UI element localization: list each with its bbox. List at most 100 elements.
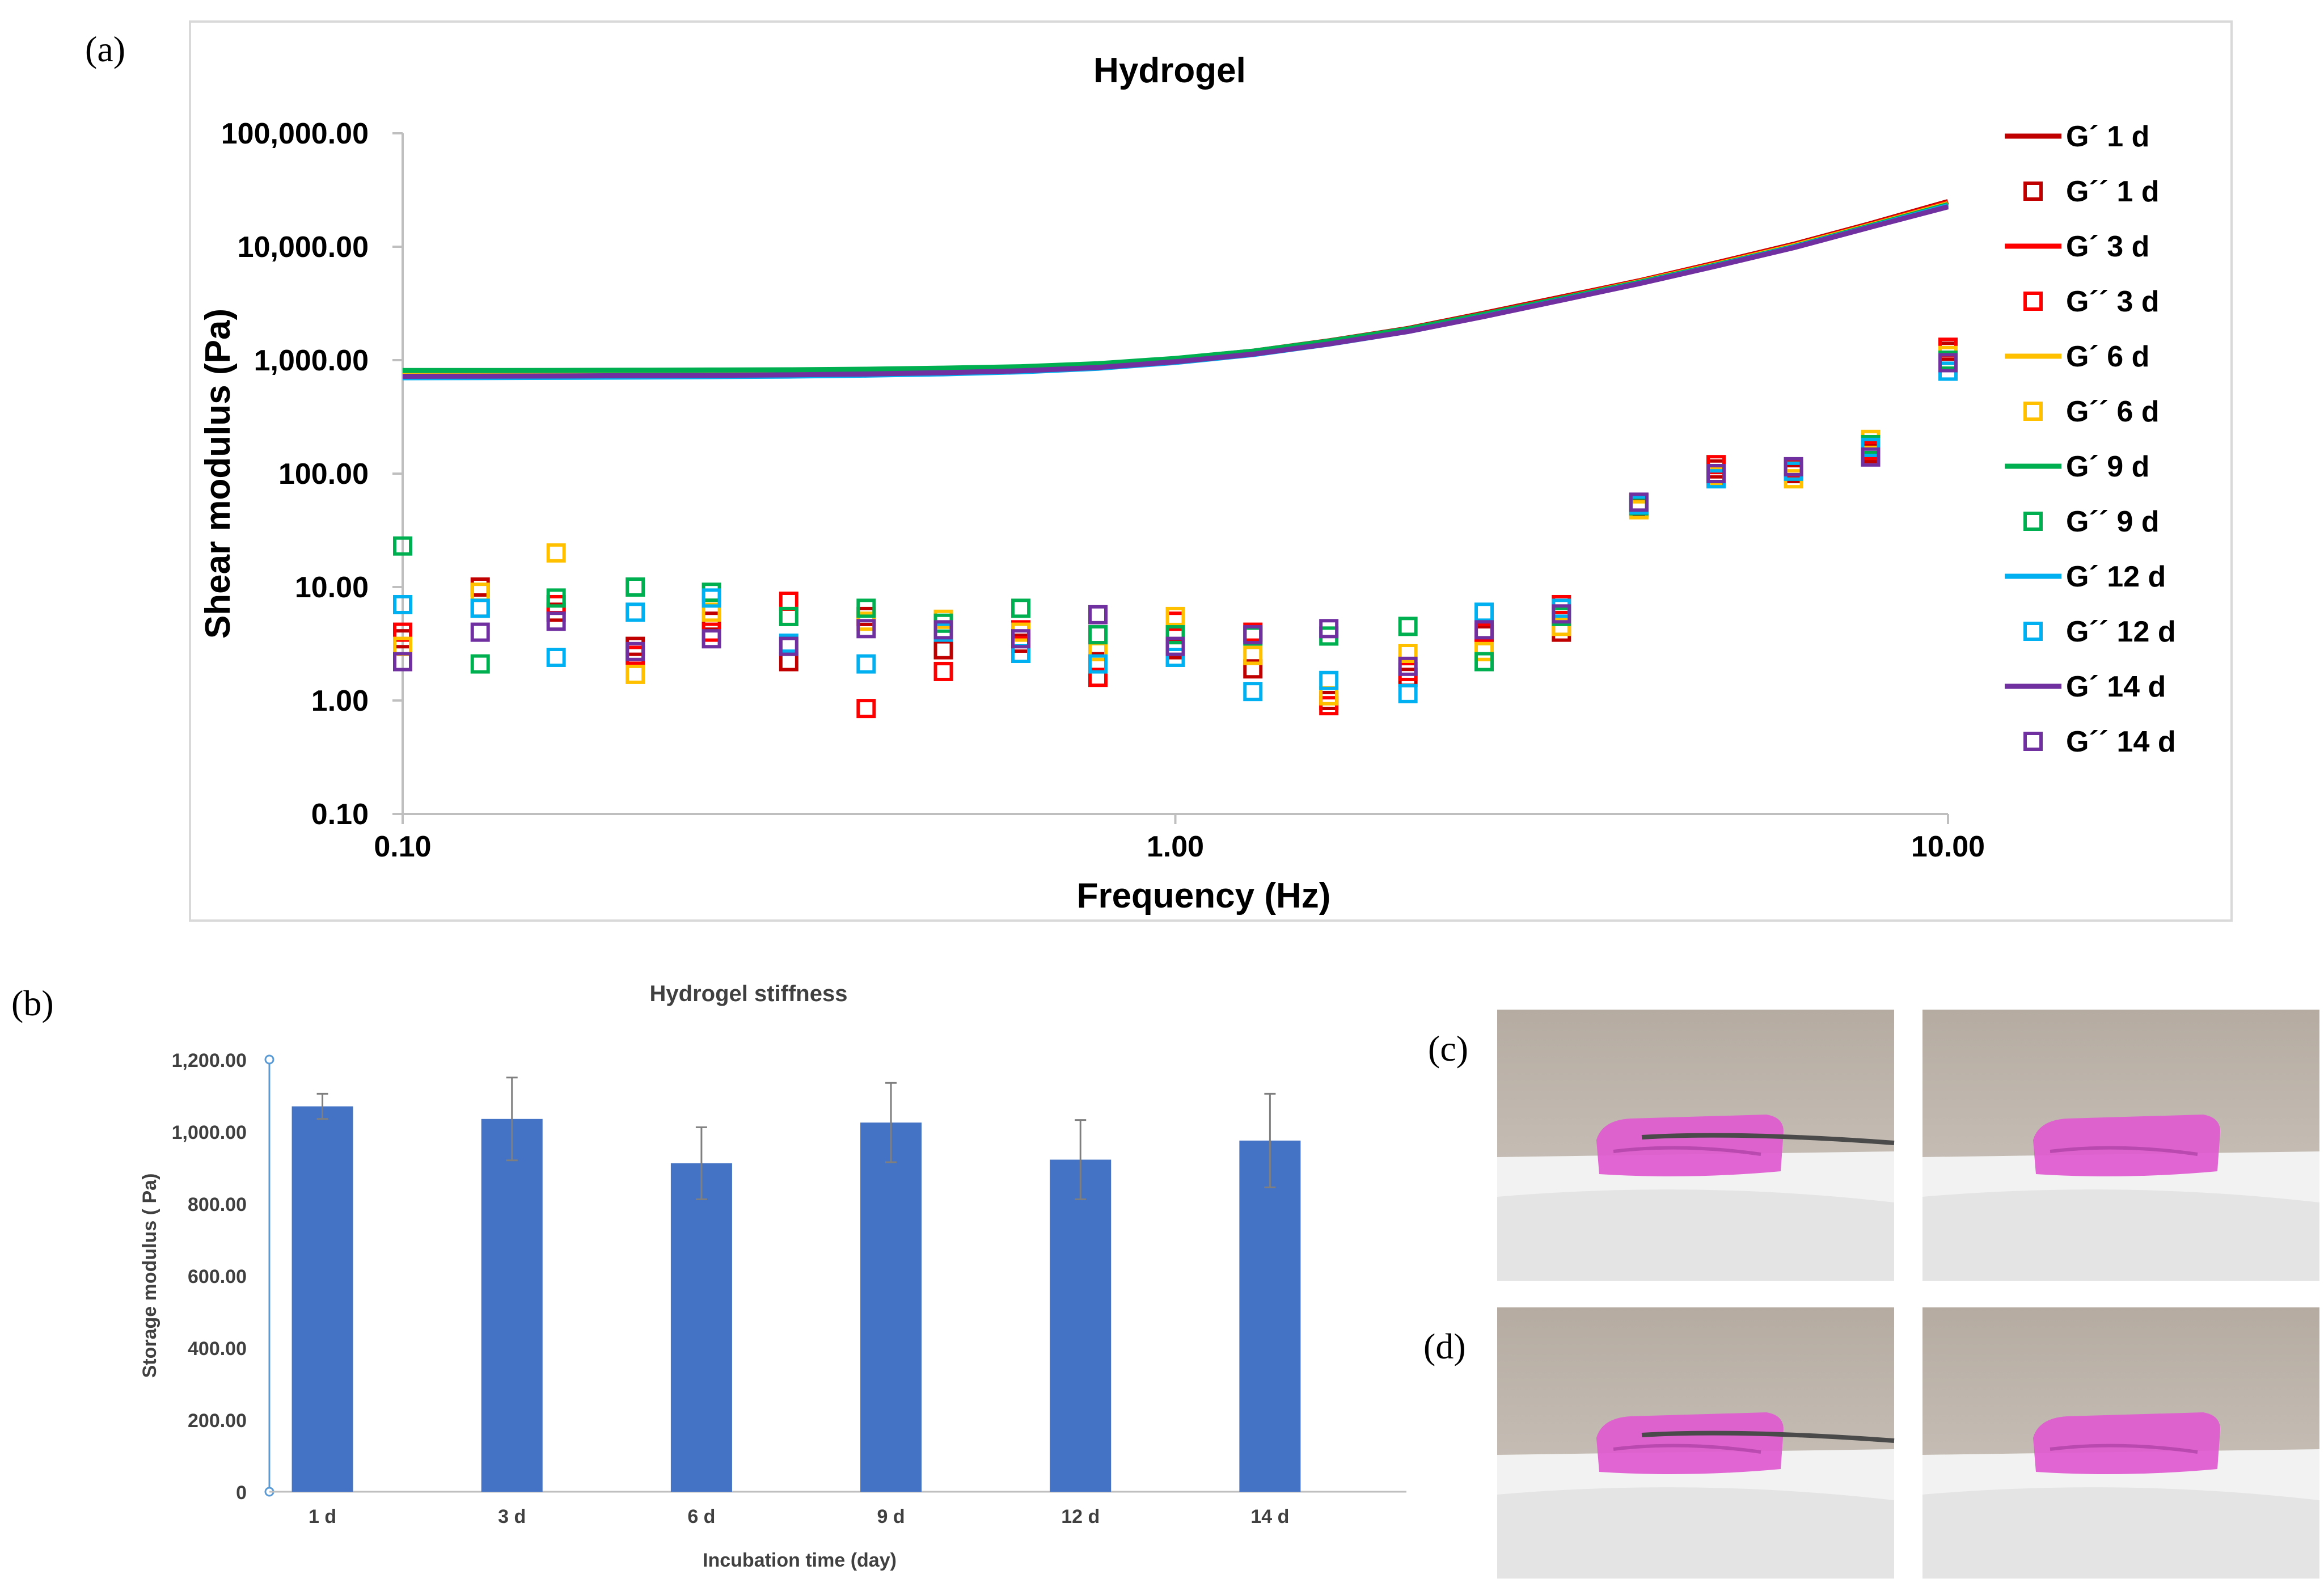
chart-a-frame	[189, 20, 2233, 922]
y-axis-label: Storage modulus ( Pa)	[139, 1174, 160, 1378]
data-point-series_14d	[1088, 605, 1108, 624]
legend-entry: G´ 3 d	[2066, 230, 2149, 263]
data-point-series_14d	[393, 652, 412, 672]
bar	[1239, 1140, 1301, 1492]
data-point-series_3d	[1319, 696, 1339, 716]
data-point-series_6d	[1552, 617, 1571, 636]
data-point-series_9d	[470, 654, 490, 674]
series-line-series_14d	[402, 204, 1949, 379]
legend-marker-swatch	[2023, 402, 2043, 421]
data-point-series_12d	[1088, 654, 1108, 674]
data-point-series_6d	[702, 602, 721, 622]
data-point-series_14d	[1398, 656, 1418, 676]
data-point-series_12d	[1398, 683, 1418, 703]
hydrogel-sample-photo	[1922, 1307, 2319, 1579]
y-tick-label: 600.00	[188, 1266, 247, 1288]
hydrogel-texture	[1613, 1444, 1761, 1454]
data-point-series_6d	[1474, 642, 1494, 661]
legend-entry: G´´ 1 d	[2066, 175, 2160, 208]
data-point-series_12d	[1165, 647, 1185, 667]
hydrogel-sample-on-tweezers-photo	[1497, 1010, 1895, 1281]
data-point-series_12d	[702, 588, 721, 608]
data-point-series_14d	[1319, 619, 1339, 639]
bar	[670, 1163, 732, 1492]
y-tick-label: 10,000.00	[238, 231, 369, 264]
hydrogel-stiffness-chart: Hydrogel stiffness 1,200.00 1,000.00 800.00…	[139, 981, 1406, 1571]
x-tick-label: 12 d	[1061, 1506, 1100, 1527]
axis-handle	[264, 1054, 274, 1065]
data-point-series_9d	[1088, 625, 1108, 645]
y-tick-label: 400.00	[188, 1338, 247, 1360]
data-point-series_12d	[1243, 682, 1263, 702]
bar	[481, 1119, 543, 1492]
data-point-series_14d	[470, 622, 490, 642]
data-point-series_9d	[626, 577, 645, 597]
data-point-series_14d	[1861, 447, 1881, 467]
legend-marker-swatch	[2023, 182, 2043, 201]
data-point-series_3d	[393, 622, 412, 642]
data-point-series_12d	[470, 598, 490, 618]
y-tick-label: 800.00	[188, 1194, 247, 1216]
hydrogel-texture	[1613, 1146, 1761, 1156]
x-tick-label: 0.10	[374, 830, 431, 863]
legend-marker-swatch	[2023, 732, 2043, 751]
x-tick-label: 3 d	[498, 1506, 526, 1527]
x-tick-label: 1 d	[309, 1506, 336, 1527]
panel-label-b: (b)	[11, 983, 54, 1023]
y-tick-label: 10.00	[295, 571, 369, 604]
table-edge	[1922, 1189, 2319, 1281]
hydrogel-sample	[2033, 1412, 2220, 1474]
data-point-series_12d	[1319, 670, 1339, 690]
data-point-series_12d	[856, 654, 876, 674]
data-point-series_12d	[393, 594, 412, 614]
y-tick-label: 100,000.00	[221, 117, 369, 150]
chart-b-title: Hydrogel stiffness	[650, 981, 848, 1006]
legend-entry: G´ 6 d	[2066, 340, 2149, 373]
data-point-series_14d	[546, 611, 566, 631]
y-tick-label: 1,000.00	[254, 344, 369, 377]
legend-entry: G´ 1 d	[2066, 120, 2149, 153]
bar	[1050, 1159, 1112, 1492]
legend-entry: G´´ 12 d	[2066, 615, 2176, 648]
hydrogel-sample-on-tweezers-photo	[1497, 1307, 1895, 1579]
tweezers	[1641, 1133, 1895, 1145]
data-point-series_14d	[702, 629, 721, 649]
legend-entry: G´´ 6 d	[2066, 395, 2160, 428]
hydrogel-texture	[2050, 1444, 2198, 1454]
y-tick-label: 1,000.00	[172, 1122, 247, 1143]
data-point-series_6d	[1165, 606, 1185, 626]
hydrogel-sample	[2033, 1115, 2220, 1176]
panel-label-d: (d)	[1423, 1326, 1466, 1366]
legend-marker-swatch	[2023, 622, 2043, 641]
data-point-series_14d	[1011, 629, 1031, 649]
data-point-series_14d	[1629, 492, 1649, 512]
legend-entry: G´´ 3 d	[2066, 285, 2160, 318]
data-point-series_6d	[626, 664, 645, 684]
chart-a-title: Hydrogel	[1093, 51, 1246, 90]
data-point-series_6d	[1243, 645, 1263, 665]
hydrogel-sample	[1596, 1115, 1784, 1176]
data-point-series_3d	[1088, 668, 1108, 687]
data-point-series_14d	[856, 619, 876, 639]
table-edge	[1497, 1487, 1894, 1579]
data-point-series_14d	[1552, 604, 1571, 624]
tweezers	[1641, 1430, 1895, 1443]
x-axis-label: Frequency (Hz)	[1077, 876, 1331, 915]
data-point-series_14d	[1938, 353, 1958, 373]
photos	[1497, 1010, 2319, 1579]
data-point-series_9d	[1398, 617, 1418, 636]
legend-marker-swatch	[2023, 292, 2043, 311]
legend-entry: G´´ 14 d	[2066, 725, 2176, 758]
hydrogel-sample	[1596, 1412, 1784, 1474]
legend-entry: G´ 12 d	[2066, 560, 2166, 593]
bar	[860, 1122, 922, 1492]
hydrogel-sample-photo	[1922, 1010, 2319, 1281]
y-tick-label: 0.10	[311, 798, 369, 831]
legend-entry: G´´ 9 d	[2066, 505, 2160, 538]
data-point-series_9d	[856, 598, 876, 618]
legend-entry: G´ 14 d	[2066, 670, 2166, 703]
legend-marker-swatch	[2023, 512, 2043, 531]
y-tick-label: 1.00	[311, 685, 369, 718]
data-point-series_14d	[1474, 620, 1494, 640]
